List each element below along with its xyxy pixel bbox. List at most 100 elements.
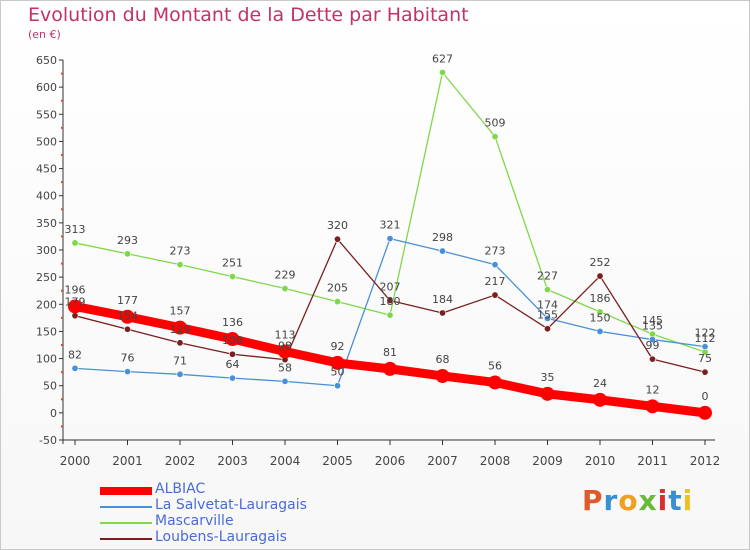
data-label-1: 273	[485, 245, 506, 258]
data-label-albiac: 92	[331, 340, 345, 353]
data-label-2: 205	[327, 282, 348, 295]
data-label-1: 58	[278, 361, 292, 374]
data-label-albiac: 24	[593, 377, 607, 390]
proxiti-logo: Proxiti	[582, 484, 693, 517]
data-point-2	[229, 273, 237, 281]
data-point-1	[596, 327, 604, 335]
data-label-1: 76	[121, 352, 135, 365]
chart-title: Evolution du Montant de la Dette par Hab…	[28, 4, 469, 26]
logo-letter: i	[682, 484, 694, 517]
y-minor-tick	[61, 181, 63, 184]
x-tick-label: 2010	[585, 454, 616, 468]
logo-letter: r	[603, 484, 619, 517]
y-minor-tick	[61, 289, 63, 292]
data-label-3: 98	[278, 340, 292, 353]
data-point-3	[596, 272, 604, 280]
data-label-2: 273	[170, 245, 191, 258]
x-tick-label: 2003	[217, 454, 248, 468]
y-minor-tick	[61, 316, 63, 319]
data-label-2: 145	[642, 314, 663, 327]
legend-swatch-loubens	[100, 538, 152, 540]
data-point-3	[543, 325, 551, 333]
data-point-0	[173, 320, 187, 335]
data-label-1: 174	[537, 298, 558, 311]
data-point-3	[124, 325, 132, 333]
data-point-2	[124, 250, 132, 258]
chart-unit-label: (en €)	[28, 28, 61, 41]
y-minor-tick	[61, 344, 63, 346]
data-point-0	[383, 361, 397, 376]
data-point-0	[540, 386, 555, 401]
data-label-albiac: 0	[702, 390, 709, 403]
logo-letter: o	[618, 484, 639, 517]
logo-letter: i	[657, 484, 669, 517]
data-label-3: 75	[698, 352, 712, 365]
x-tick-label: 2004	[270, 454, 301, 468]
data-point-1	[648, 336, 656, 344]
data-point-2	[438, 68, 446, 76]
data-point-1	[701, 343, 709, 351]
data-label-albiac: 56	[488, 359, 502, 372]
data-point-1	[386, 235, 394, 243]
data-label-3: 184	[432, 293, 453, 306]
data-point-0	[225, 332, 240, 347]
data-point-3	[176, 339, 184, 347]
y-minor-tick	[61, 126, 63, 129]
data-point-2	[491, 133, 499, 141]
data-label-3: 99	[646, 339, 660, 352]
data-label-2: 313	[65, 223, 86, 236]
data-point-2	[281, 285, 289, 293]
data-point-0	[435, 368, 450, 383]
data-point-3	[333, 235, 341, 243]
data-point-0	[120, 309, 135, 324]
logo-letter: t	[668, 484, 683, 517]
data-label-3: 217	[485, 275, 506, 288]
data-point-1	[71, 364, 79, 372]
y-minor-tick	[61, 371, 63, 374]
x-tick-label: 2011	[637, 454, 668, 468]
x-tick-label: 2008	[480, 454, 511, 468]
data-label-2: 180	[380, 295, 401, 308]
data-label-3: 154	[117, 309, 138, 322]
x-tick-label: 2006	[375, 454, 406, 468]
data-point-3	[491, 291, 499, 299]
data-point-3	[701, 368, 709, 376]
y-tick-label: 500	[36, 135, 57, 148]
data-point-0	[593, 392, 607, 407]
y-minor-tick	[61, 99, 63, 102]
data-point-1	[124, 368, 132, 376]
y-tick-label: 100	[36, 353, 57, 366]
y-minor-tick	[61, 425, 63, 428]
data-label-2: 227	[537, 270, 558, 283]
y-tick-label: 400	[36, 190, 57, 203]
data-point-3	[386, 296, 394, 304]
data-point-1	[438, 247, 446, 255]
y-tick-label: 250	[36, 271, 57, 284]
data-label-albiac: 157	[170, 305, 191, 318]
data-label-1: 50	[331, 366, 345, 379]
data-label-albiac: 35	[541, 371, 555, 384]
data-point-1	[333, 382, 341, 390]
legend-swatch-mascarville	[100, 522, 152, 524]
legend-label-la-salvetat: La Salvetat-Lauragais	[155, 497, 307, 513]
data-label-albiac: 113	[275, 329, 296, 342]
data-label-3: 129	[170, 323, 191, 336]
data-label-albiac: 81	[383, 346, 397, 359]
x-tick-label: 2012	[690, 454, 721, 468]
legend-swatch-la-salvetat	[100, 506, 152, 508]
x-tick-label: 2007	[427, 454, 458, 468]
data-point-2	[176, 261, 184, 269]
x-tick-label: 2001	[112, 454, 143, 468]
data-point-3	[229, 350, 237, 358]
data-point-0	[68, 299, 82, 314]
logo-letter: x	[638, 484, 658, 517]
data-point-1	[281, 377, 289, 385]
data-point-0	[488, 375, 502, 390]
data-label-2: 186	[590, 292, 611, 305]
data-label-2: 251	[222, 257, 243, 270]
data-label-2: 627	[432, 52, 453, 65]
data-point-1	[543, 314, 551, 322]
data-point-2	[71, 239, 79, 247]
data-label-1: 122	[695, 327, 716, 340]
y-tick-label: 0	[50, 407, 57, 420]
